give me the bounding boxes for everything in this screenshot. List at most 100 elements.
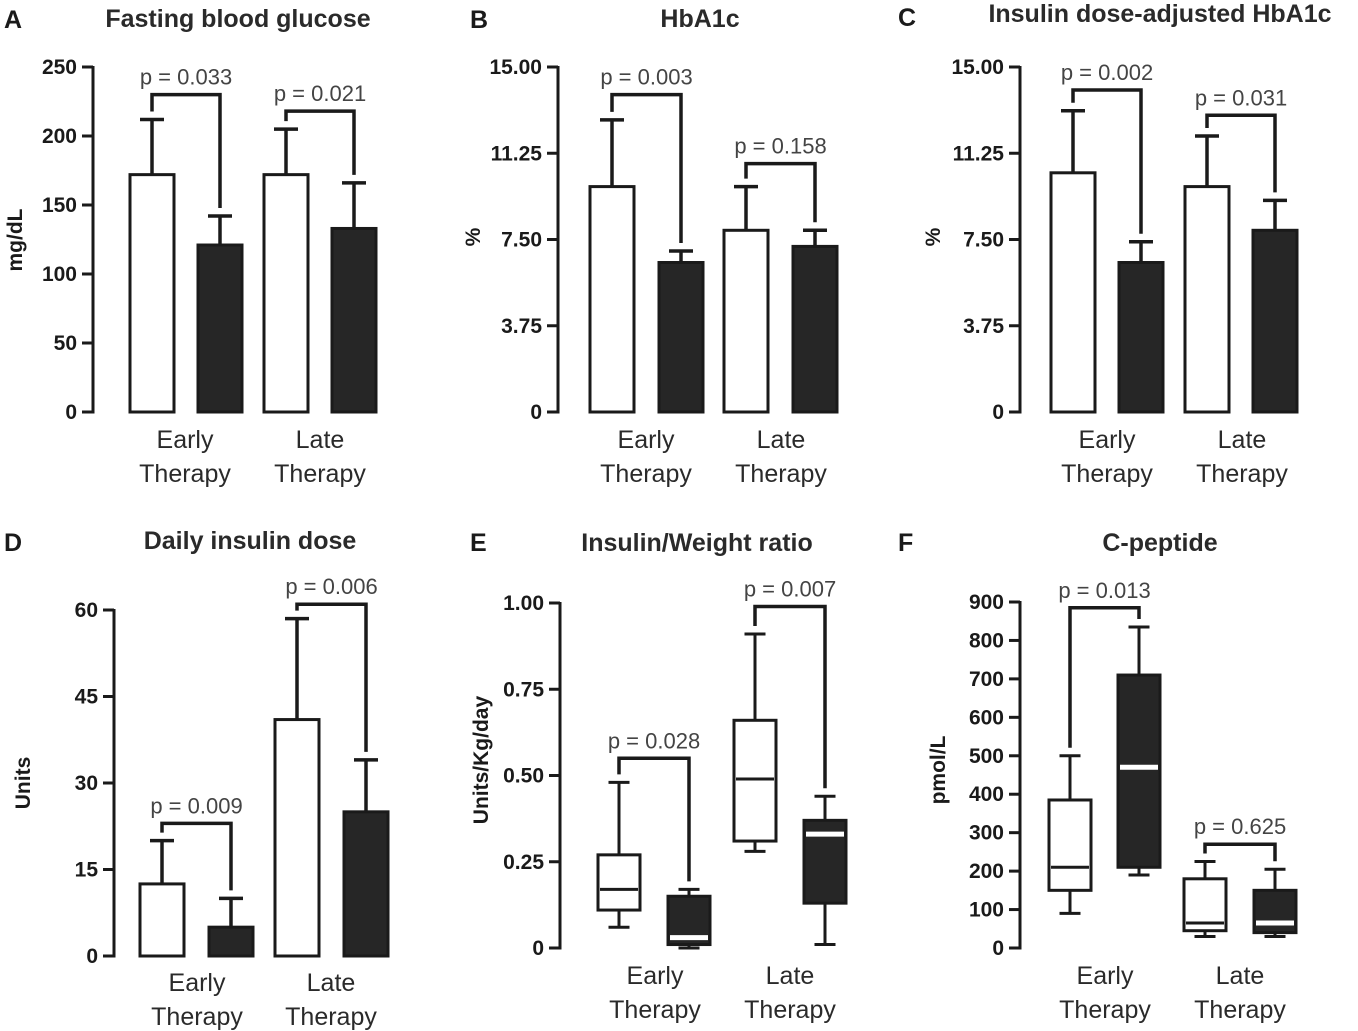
- significance-bracket: [1205, 113, 1277, 193]
- panel-title: C-peptide: [1102, 529, 1217, 557]
- y-axis-label: %: [922, 227, 945, 246]
- p-value-label: p = 0.002: [1061, 60, 1153, 85]
- bar: [138, 882, 186, 958]
- category-label: Therapy: [139, 460, 231, 488]
- significance-bracket: [744, 161, 817, 223]
- bar: [330, 226, 378, 414]
- category-label: Therapy: [744, 996, 836, 1024]
- y-tick-label: 50: [54, 332, 77, 355]
- bar: [657, 261, 705, 414]
- panel-title: Fasting blood glucose: [105, 5, 370, 33]
- significance-bracket: [753, 604, 827, 789]
- panel-b: B HbA1c 0 3.75 7.50 11.25 15.00% Early Therapy La…: [462, 5, 839, 488]
- y-tick-label: 0: [530, 401, 542, 424]
- panel-c: C Insulin dose-adjusted HbA1c 0 3.75 7.50 11.…: [898, 0, 1332, 488]
- category-label: Therapy: [151, 1003, 243, 1031]
- y-tick-label: 100: [42, 263, 77, 286]
- y-tick-label: 600: [969, 706, 1004, 729]
- category-label: Early: [1079, 426, 1136, 454]
- bar: [1117, 261, 1165, 414]
- panel-title: HbA1c: [660, 5, 739, 33]
- p-value-label: p = 0.009: [150, 793, 242, 818]
- y-tick-label: 15.00: [951, 56, 1004, 79]
- y-tick-label: 900: [969, 591, 1004, 614]
- y-tick-label: 0: [532, 937, 544, 960]
- y-axis-label: Units/Kg/day: [470, 696, 493, 825]
- y-axis-label: pmol/L: [927, 735, 950, 804]
- p-value-label: p = 0.031: [1195, 85, 1287, 110]
- significance-bracket: [610, 92, 683, 243]
- y-tick-label: 0: [992, 937, 1004, 960]
- panel-letter: B: [470, 6, 488, 34]
- bar: [722, 228, 770, 414]
- p-value-label: p = 0.021: [274, 81, 366, 106]
- y-tick-label: 7.50: [501, 229, 542, 252]
- bar: [262, 173, 310, 414]
- panel-letter: E: [470, 529, 487, 557]
- y-tick-label: 3.75: [501, 315, 542, 338]
- p-value-label: p = 0.158: [734, 134, 826, 159]
- y-tick-label: 15.00: [489, 56, 542, 79]
- p-value-label: p = 0.033: [140, 65, 232, 90]
- category-label: Therapy: [1059, 996, 1151, 1024]
- panel-f: F C-peptide 0 100 200 300 400 500 600 700 800 900 pm…: [898, 529, 1298, 1024]
- panel-a: A Fasting blood glucose 0 50 100 150 200 250 mg/…: [4, 5, 378, 488]
- category-label: Late: [757, 426, 806, 454]
- y-tick-label: 1.00: [503, 592, 544, 615]
- y-tick-label: 300: [969, 822, 1004, 845]
- y-tick-label: 7.50: [963, 229, 1004, 252]
- category-label: Early: [1077, 962, 1134, 990]
- box: [596, 853, 642, 912]
- bar: [1183, 185, 1231, 414]
- y-tick-label: 15: [75, 859, 99, 882]
- bar: [791, 244, 839, 414]
- y-tick-label: 200: [42, 125, 77, 148]
- panel-letter: C: [898, 4, 916, 32]
- category-label: Therapy: [600, 460, 692, 488]
- y-tick-label: 0.75: [503, 678, 544, 701]
- category-label: Late: [307, 969, 356, 997]
- bar: [1049, 171, 1097, 414]
- panel-letter: A: [4, 6, 22, 34]
- y-tick-label: 0: [992, 401, 1004, 424]
- category-label: Early: [169, 969, 226, 997]
- significance-bracket: [1068, 606, 1141, 748]
- p-value-label: p = 0.003: [600, 65, 692, 90]
- significance-bracket: [1071, 88, 1143, 234]
- panel-letter: D: [4, 529, 22, 557]
- y-tick-label: 0.50: [503, 765, 544, 788]
- significance-bracket: [160, 821, 233, 891]
- y-tick-label: 45: [75, 686, 99, 709]
- y-tick-label: 11.25: [491, 142, 543, 165]
- y-tick-label: 400: [969, 783, 1004, 806]
- bar: [207, 925, 255, 958]
- p-value-label: p = 0.625: [1194, 814, 1286, 839]
- p-value-label: p = 0.007: [744, 576, 836, 601]
- category-label: Therapy: [274, 460, 366, 488]
- y-tick-label: 30: [75, 772, 98, 795]
- y-tick-label: 3.75: [963, 315, 1004, 338]
- significance-bracket: [617, 756, 691, 882]
- box: [1116, 673, 1162, 869]
- p-value-label: p = 0.006: [285, 574, 377, 599]
- y-tick-label: 60: [75, 599, 98, 622]
- bar: [588, 185, 636, 414]
- panel-title: Daily insulin dose: [144, 527, 357, 555]
- p-value-label: p = 0.013: [1058, 578, 1150, 603]
- category-label: Late: [1216, 962, 1265, 990]
- category-label: Therapy: [285, 1003, 377, 1031]
- category-label: Late: [296, 426, 345, 454]
- panel-letter: F: [898, 529, 913, 557]
- category-label: Early: [157, 426, 214, 454]
- significance-bracket: [284, 109, 356, 175]
- bar: [342, 810, 390, 958]
- significance-bracket: [150, 92, 222, 209]
- box: [732, 718, 778, 843]
- category-label: Therapy: [1196, 460, 1288, 488]
- category-label: Late: [1218, 426, 1267, 454]
- p-value-label: p = 0.028: [608, 728, 700, 753]
- significance-bracket: [295, 602, 368, 752]
- y-axis-label: %: [462, 227, 485, 246]
- box: [1252, 888, 1298, 935]
